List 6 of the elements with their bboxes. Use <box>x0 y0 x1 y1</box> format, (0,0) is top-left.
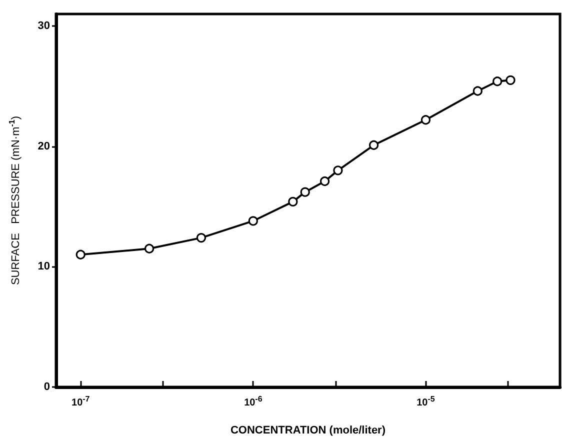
y-axis-title: SURFACE PRESSURE (mN·m-1) <box>8 116 22 286</box>
y-tick-label: 20 <box>38 140 50 152</box>
y-tick-label: 0 <box>44 381 50 393</box>
y-tick-label: 10 <box>38 260 50 273</box>
x-axis-title: CONCENTRATION (mole/liter) <box>230 424 386 436</box>
y-tick-label: 30 <box>38 20 50 32</box>
